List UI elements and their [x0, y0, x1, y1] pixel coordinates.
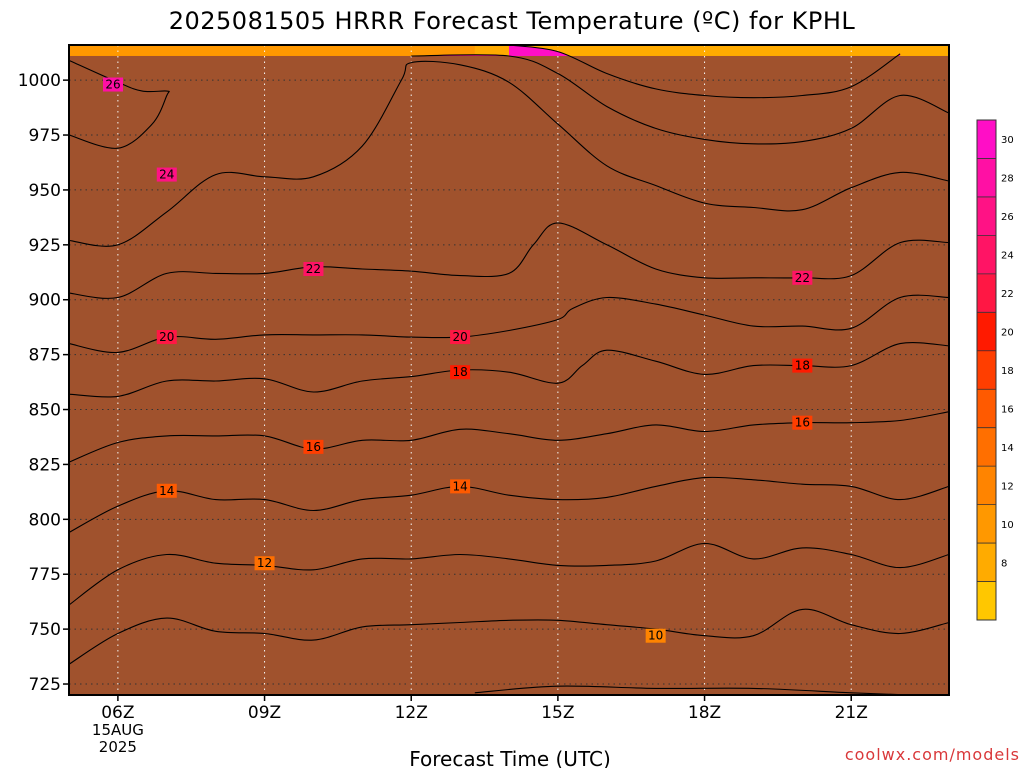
- contour-26: [411, 54, 950, 145]
- colorbar-tick-label: 12: [1001, 481, 1014, 492]
- contour-label-16: 16: [792, 415, 813, 430]
- contour-28: [508, 44, 901, 99]
- colorbar-tick-label: 22: [1001, 289, 1014, 300]
- contour-label-18: 18: [792, 358, 813, 373]
- contour-label-text: 14: [452, 479, 467, 493]
- y-tick-label: 1000: [18, 71, 61, 91]
- contour-label-10: 10: [645, 628, 666, 643]
- contour-label-text: 18: [795, 359, 810, 373]
- colorbar-segment: [977, 158, 996, 198]
- colorbar-segment: [977, 427, 996, 467]
- plot-frame: [68, 44, 950, 696]
- contour-10: [68, 608, 950, 665]
- colorbar-tick-label: 14: [1001, 443, 1014, 454]
- y-tick-label: 775: [29, 565, 61, 585]
- contour-label-text: 26: [105, 78, 120, 92]
- contour-label-text: 20: [159, 330, 174, 344]
- colorbar-segment: [977, 312, 996, 352]
- contour-label-text: 24: [159, 168, 174, 182]
- y-tick-label: 825: [29, 455, 61, 475]
- contour-label-20: 20: [156, 330, 177, 345]
- x-tick-label: 15Z: [541, 703, 574, 723]
- terrain-fill: [69, 55, 949, 695]
- x-tick-label: 12Z: [395, 703, 428, 723]
- contour-label-22: 22: [303, 261, 324, 276]
- contour-label-26: 26: [103, 77, 123, 92]
- contour-label-12: 12: [254, 556, 275, 571]
- colorbar-tick-label: 30: [1001, 135, 1014, 146]
- x-tick-sublabel: 15AUG: [92, 721, 144, 739]
- colorbar-segment: [977, 196, 996, 236]
- colorbar-segment: [977, 389, 996, 429]
- contour-label-text: 12: [257, 556, 272, 570]
- y-tick-label: 950: [29, 181, 61, 201]
- x-tick-label: 18Z: [688, 703, 721, 723]
- chart-title: 2025081505 HRRR Forecast Temperature (ºC…: [169, 7, 856, 35]
- colorbar-tick-label: 8: [1001, 558, 1007, 569]
- y-tick-label: 850: [29, 401, 61, 421]
- contour-label-text: 14: [159, 484, 174, 498]
- contour-label-20: 20: [450, 330, 471, 345]
- colorbar-tick-label: 24: [1001, 251, 1014, 262]
- y-tick-label: 750: [29, 620, 61, 640]
- y-tick-label: 975: [29, 126, 61, 146]
- contour-20: [68, 294, 950, 353]
- contour-label-text: 18: [452, 365, 467, 379]
- contour-14: [68, 476, 950, 533]
- gridlines: [69, 45, 949, 695]
- y-axis: 725 750 775 800 825 850 875 900 925 950 975 1000: [18, 71, 69, 695]
- y-tick-label: 925: [29, 236, 61, 256]
- colorbar-border: [976, 119, 997, 621]
- contour-label-text: 20: [452, 330, 467, 344]
- y-tick-label: 725: [29, 675, 61, 695]
- x-tick-sublabel: 2025: [99, 738, 137, 756]
- contour-lines: [68, 44, 950, 696]
- y-tick-label: 800: [29, 510, 61, 530]
- colorbar-segment: [977, 273, 996, 313]
- contour-12: [68, 542, 950, 606]
- contour-label-22: 22: [792, 270, 813, 285]
- contour-label-14: 14: [450, 479, 471, 494]
- contour-label-text: 16: [795, 416, 810, 430]
- terrain-strip: [69, 55, 949, 695]
- colorbar-tick-label: 16: [1001, 404, 1014, 415]
- contour-label-text: 22: [795, 271, 810, 285]
- contour-8: [474, 685, 910, 696]
- x-tick-label: 21Z: [835, 703, 868, 723]
- contour-label-text: 10: [648, 629, 663, 643]
- contour-label-text: 16: [306, 440, 321, 454]
- contour-24: [68, 60, 950, 247]
- colorbar-tick-label: 10: [1001, 520, 1014, 531]
- x-axis-label: Forecast Time (UTC): [409, 747, 611, 768]
- contour-label-text: 22: [306, 262, 321, 276]
- colorbar: 8 10 12 14 16 18 20 22 24 26 28 30: [976, 119, 1014, 621]
- x-tick-label: 06Z: [101, 703, 134, 723]
- y-tick-label: 900: [29, 291, 61, 311]
- colorbar-tick-label: 20: [1001, 328, 1014, 339]
- colorbar-segment: [977, 543, 996, 583]
- colorbar-segment: [977, 350, 996, 390]
- credit-text: coolwx.com/models: [845, 745, 1020, 764]
- colorbar-segment: [977, 504, 996, 544]
- y-tick-label: 875: [29, 346, 61, 366]
- colorbar-segment: [977, 235, 996, 275]
- contour-label-24: 24: [156, 167, 177, 182]
- colorbar-segment: [977, 120, 996, 159]
- colorbar-tick-label: 18: [1001, 366, 1014, 377]
- colorbar-tick-label: 26: [1001, 212, 1014, 223]
- contour-label-14: 14: [156, 483, 177, 498]
- contour-label-16: 16: [303, 439, 324, 454]
- contour-labels: 10 12 14 14 16 16 18 18 20 20 22 22 24 26: [103, 77, 813, 643]
- colorbar-segment: [977, 466, 996, 506]
- colorbar-tick-label: 28: [1001, 174, 1014, 185]
- contour-label-18: 18: [450, 365, 471, 380]
- x-tick-label: 09Z: [248, 703, 281, 723]
- colorbar-segment: [977, 581, 996, 621]
